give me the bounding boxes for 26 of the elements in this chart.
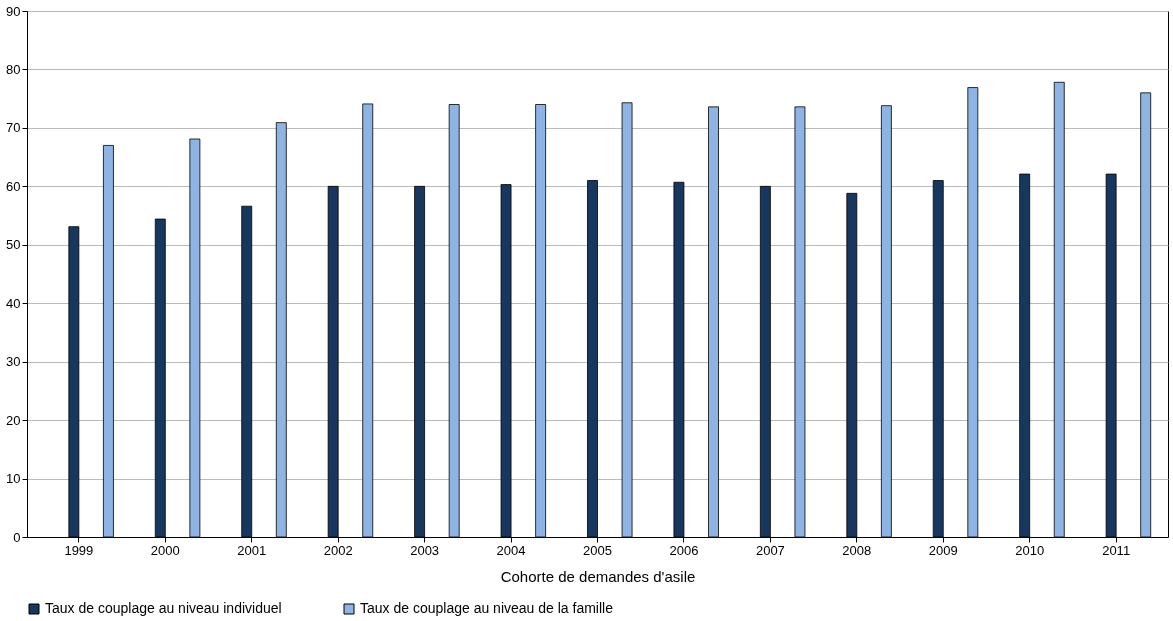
y-tick-label: 70 xyxy=(6,120,21,136)
x-tick-label: 2008 xyxy=(842,542,872,558)
x-axis-title: Cohorte de demandes d'asile xyxy=(500,567,696,585)
legend-label: Taux de couplage au niveau individuel xyxy=(45,600,282,616)
x-tick-label: 2010 xyxy=(1015,542,1045,558)
legend-label: Taux de couplage au niveau de la famille xyxy=(360,600,614,616)
y-tick-label: 60 xyxy=(6,178,21,194)
x-tick-label: 2006 xyxy=(669,542,699,558)
x-tick-label: 2001 xyxy=(237,542,267,558)
y-tick-label: 0 xyxy=(13,529,21,545)
x-tick-label: 2003 xyxy=(410,542,440,558)
x-tick-label: 2009 xyxy=(928,542,958,558)
y-tick-label: 50 xyxy=(6,237,21,253)
y-tick-label: 20 xyxy=(6,412,21,428)
y-tick-label: 30 xyxy=(6,354,21,370)
x-tick-label: 2004 xyxy=(496,542,526,558)
y-tick-label: 40 xyxy=(6,295,21,311)
y-tick-label: 10 xyxy=(6,471,21,487)
x-tick-label: 2007 xyxy=(755,542,785,558)
x-tick-label: 2002 xyxy=(323,542,353,558)
y-tick-label: 90 xyxy=(6,3,21,19)
x-tick-label: 2005 xyxy=(583,542,612,558)
y-tick-label: 80 xyxy=(6,61,21,77)
x-tick-label: 1999 xyxy=(64,542,94,558)
x-tick-label: 2000 xyxy=(150,542,180,558)
x-tick-label: 2011 xyxy=(1102,542,1131,558)
